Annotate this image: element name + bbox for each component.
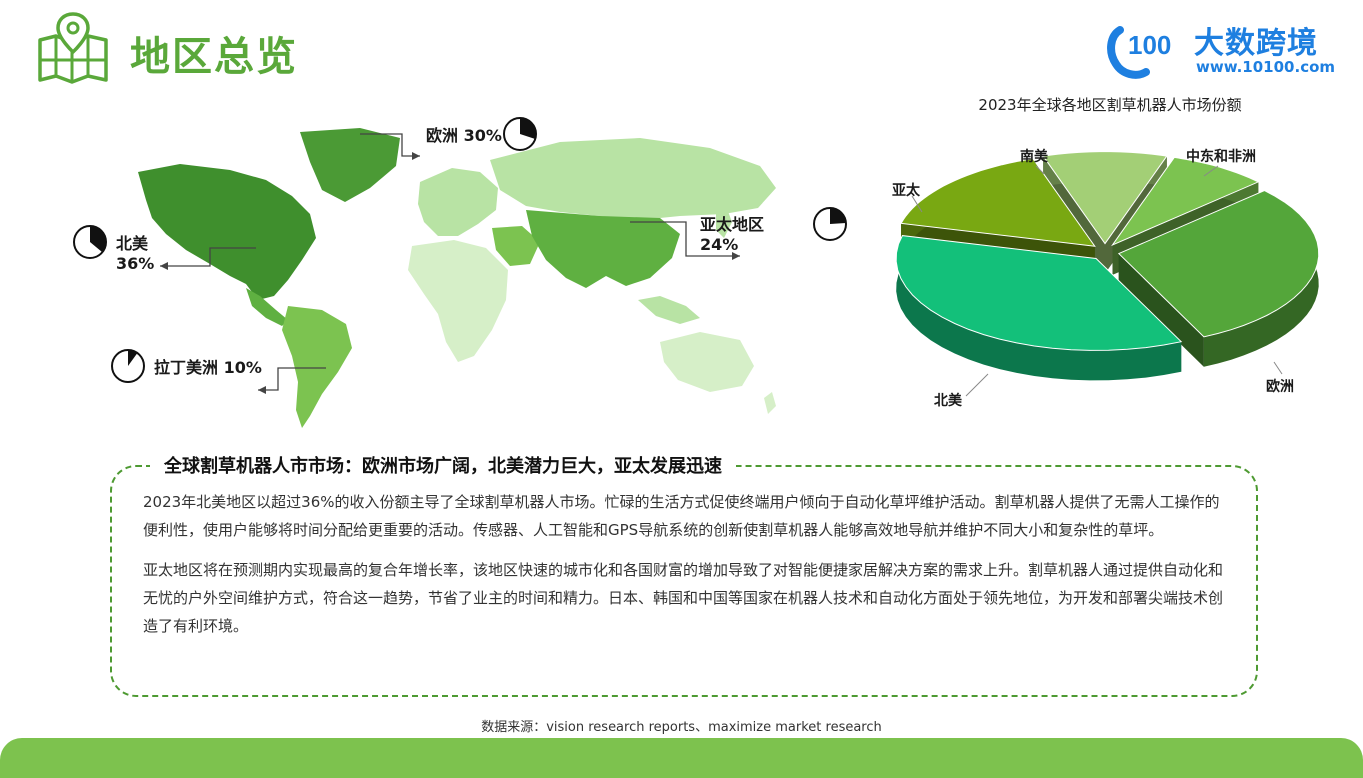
map-central-america — [246, 288, 288, 326]
map-africa — [408, 240, 508, 362]
pie-icon-wedge — [520, 118, 536, 139]
pie-icon-latin-america — [111, 349, 145, 383]
pie-slice-wall-2-1 — [1118, 253, 1204, 367]
map-location-icon — [36, 10, 110, 88]
map-asia-pacific — [526, 210, 680, 288]
callout-line-latin-america — [258, 367, 326, 391]
map-australia — [660, 332, 754, 392]
world-map — [60, 110, 840, 440]
pie-label-south-america: 南美 — [1020, 149, 1048, 165]
callout-line-north-america — [160, 247, 256, 267]
map-europe — [418, 168, 498, 236]
map-south-america — [282, 306, 352, 428]
page-title: 地区总览 — [130, 34, 298, 80]
map-japan — [716, 206, 732, 238]
pie-icon-wedge — [90, 226, 106, 253]
label-asia-pacific: 亚太地区 24% — [700, 215, 764, 255]
brand-name: 大数跨境 — [1194, 26, 1318, 61]
label-europe: 欧洲 30% — [426, 126, 502, 145]
map-north-america — [138, 164, 316, 300]
summary-body: 2023年北美地区以超过36%的收入份额主导了全球割草机器人市场。忙碌的生活方式… — [143, 488, 1233, 652]
map-se-asia — [638, 296, 700, 324]
map-new-zealand — [764, 392, 776, 414]
summary-title: 全球割草机器人市市场：欧洲市场广阔，北美潜力巨大，亚太发展迅速 — [150, 452, 736, 478]
pie-label-europe: 欧洲 — [1266, 379, 1294, 395]
brand-mark-text: 100 — [1128, 30, 1171, 60]
data-source: 数据来源：vision research reports、maximize ma… — [481, 720, 882, 735]
pie-slice-中东和非洲 — [1111, 156, 1260, 247]
pie-label-middle-east-africa: 中东和非洲 — [1186, 149, 1256, 165]
callout-line-asia-pacific — [630, 221, 740, 257]
label-north-america-name: 北美 — [116, 234, 149, 253]
brand-mark-icon: 100 — [1107, 26, 1171, 79]
pie-slice-北美 — [895, 235, 1183, 351]
pie-icon-wedge — [128, 350, 138, 366]
summary-paragraph-1: 2023年北美地区以超过36%的收入份额主导了全球割草机器人市场。忙碌的生活方式… — [143, 493, 1220, 539]
pie-label-north-america: 北美 — [934, 393, 962, 409]
map-asia-north — [490, 138, 776, 220]
pie-icon-north-america — [73, 225, 107, 259]
footer-bar — [0, 738, 1363, 778]
label-north-america: 北美 36% — [116, 234, 154, 274]
brand-url: www.10100.com — [1196, 58, 1336, 76]
brand-logo: 100 大数跨境 www.10100.com — [1106, 16, 1346, 80]
pie-slice-欧洲 — [1117, 190, 1320, 338]
pie-icon-europe — [503, 117, 537, 151]
pie-label-asia-pacific: 亚太 — [892, 183, 920, 199]
pie-icon-asia-pacific — [813, 207, 847, 241]
pie-slice-side-3 — [896, 235, 1182, 381]
label-asia-pacific-value: 24% — [700, 235, 739, 254]
label-asia-pacific-name: 亚太地区 — [700, 215, 765, 234]
market-share-pie-chart — [895, 151, 1320, 381]
summary-paragraph-2: 亚太地区将在预测期内实现最高的复合年增长率，该地区快速的城市化和各国财富的增加导… — [143, 561, 1224, 635]
chart-title: 2023年全球各地区割草机器人市场份额 — [978, 96, 1242, 114]
map-middle-east — [492, 226, 540, 266]
pie-slice-亚太 — [900, 158, 1096, 247]
pie-leader-lines — [911, 165, 1283, 397]
callout-line-europe — [360, 133, 420, 157]
map-greenland — [300, 128, 400, 202]
pie-icon-wedge — [830, 208, 846, 224]
pie-slice-南美 — [1042, 151, 1168, 245]
label-north-america-value: 36% — [116, 254, 155, 273]
label-latin-america: 拉丁美洲 10% — [154, 358, 262, 377]
